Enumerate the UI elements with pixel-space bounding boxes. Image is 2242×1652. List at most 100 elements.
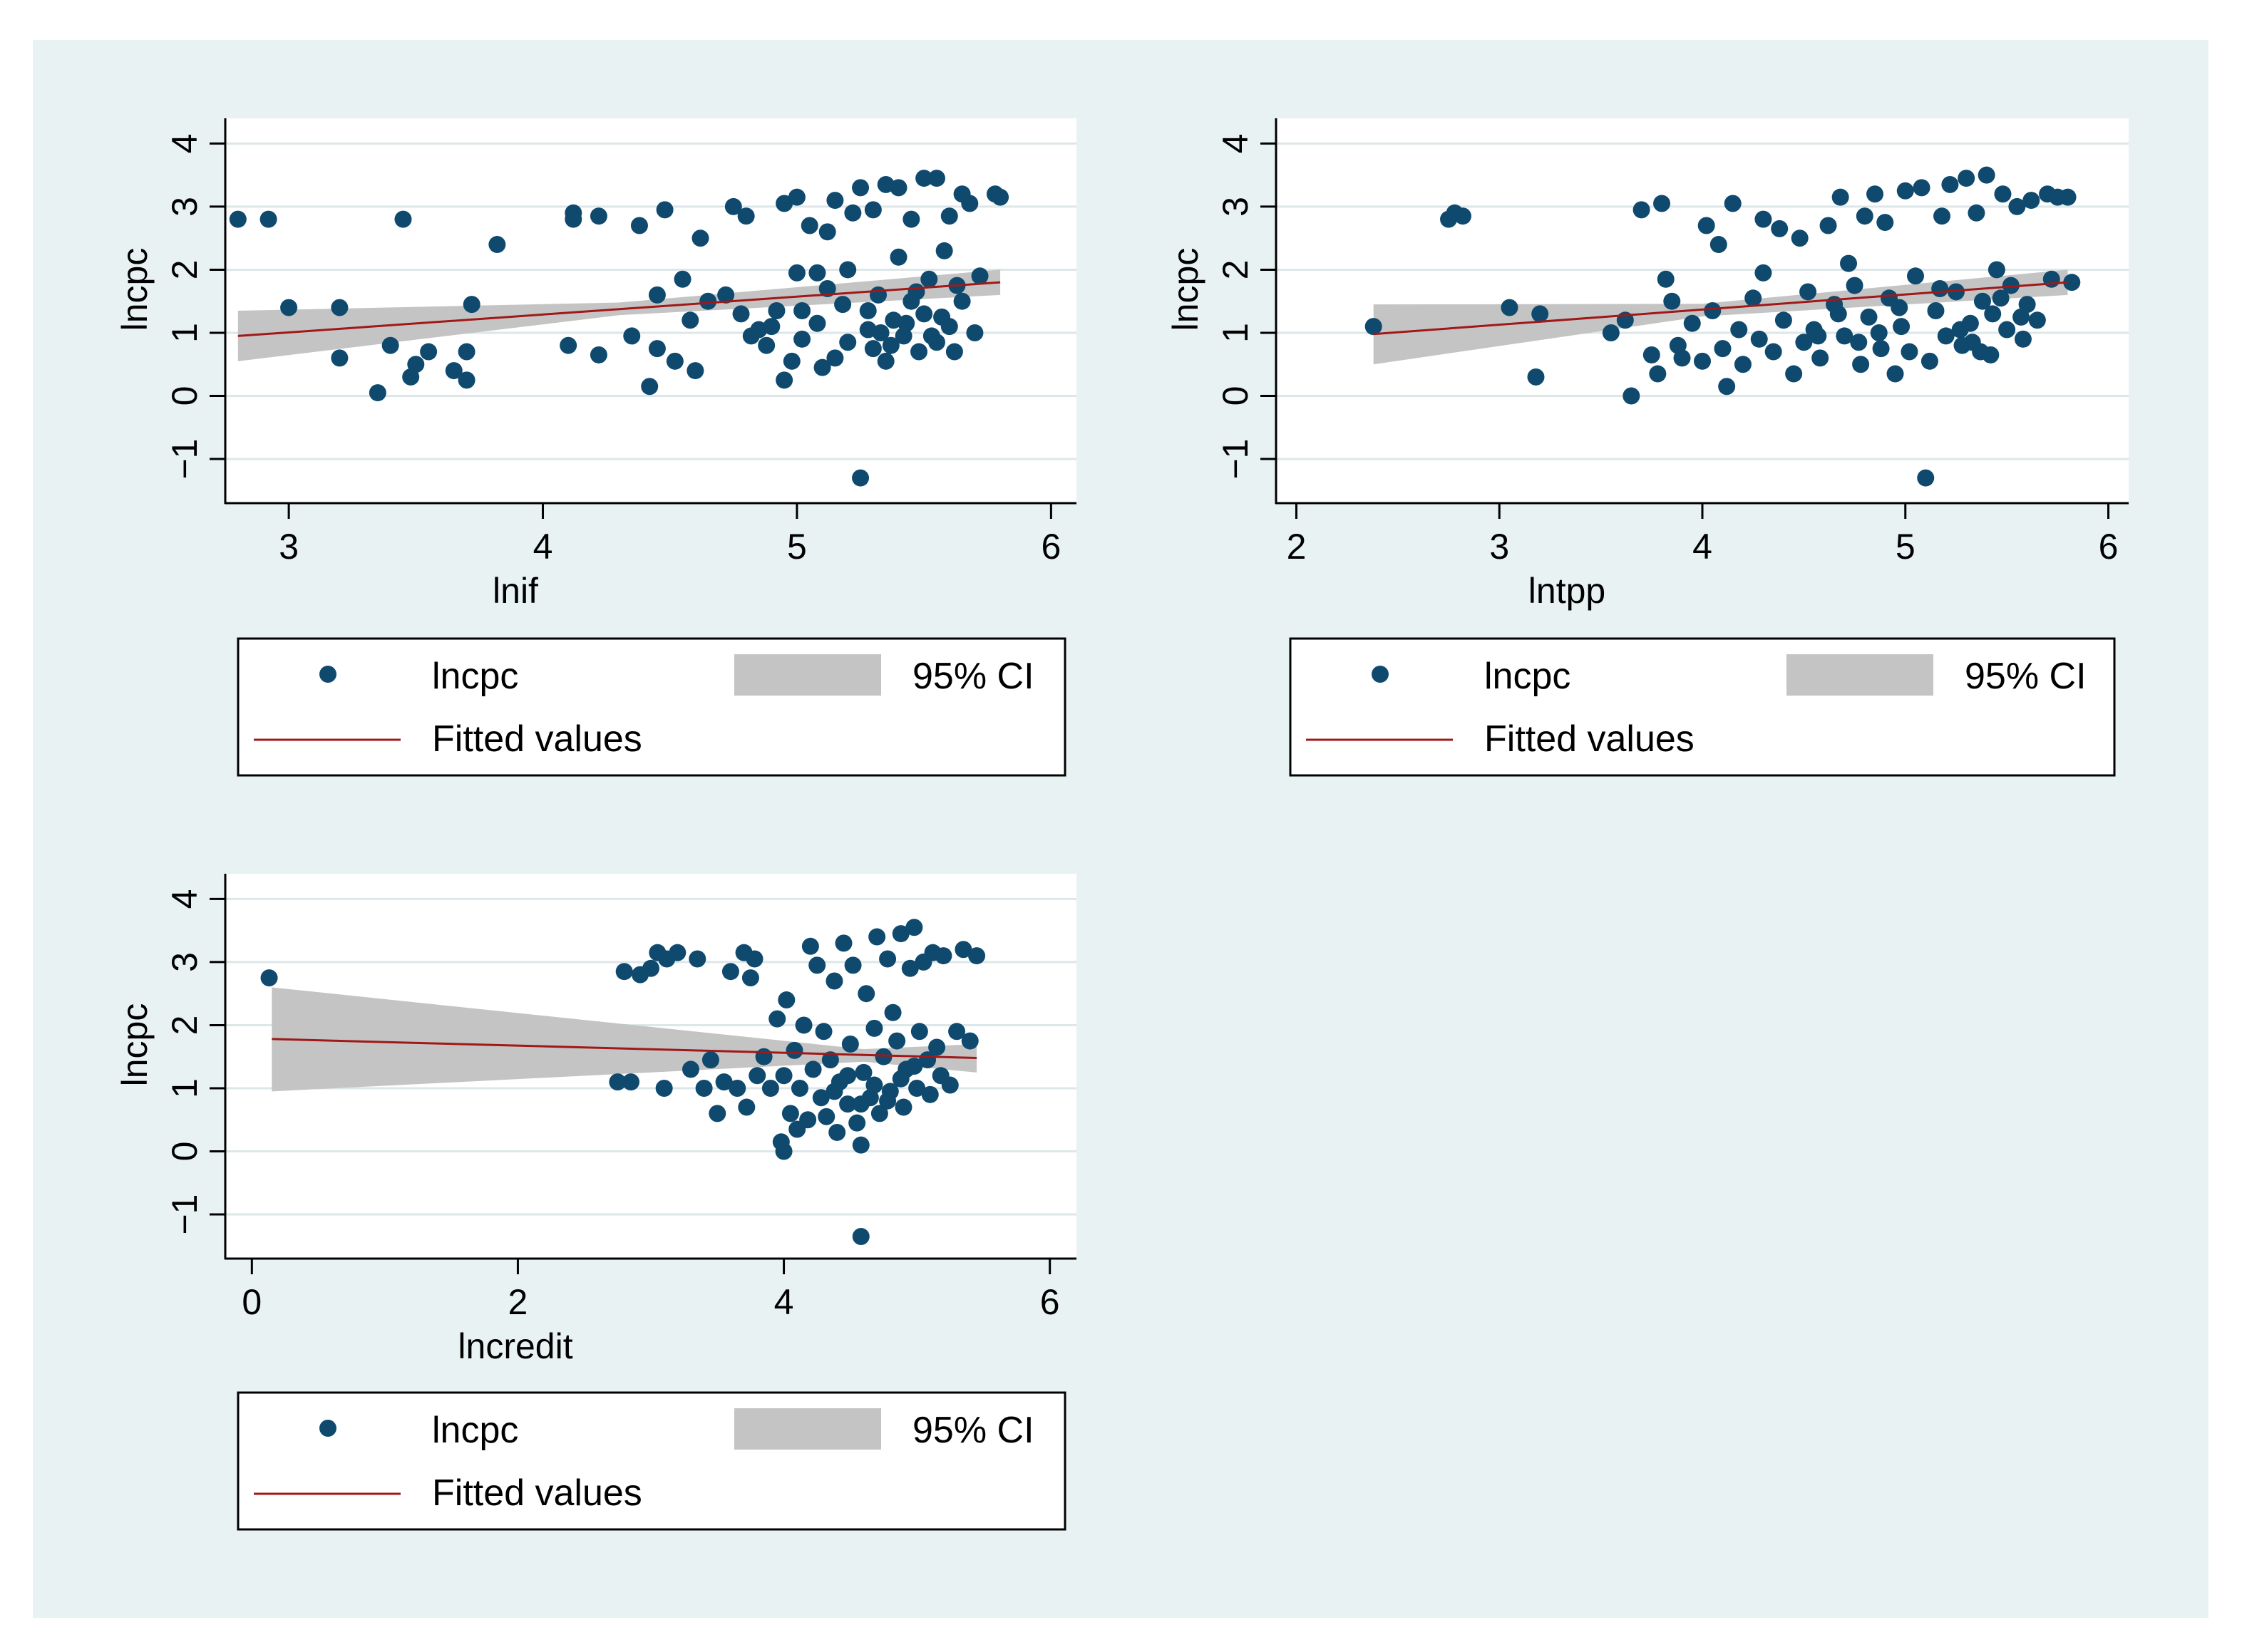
data-point	[1754, 210, 1772, 228]
data-point	[852, 179, 870, 197]
data-point	[1730, 321, 1748, 339]
data-point	[622, 1073, 640, 1091]
data-point	[890, 179, 907, 197]
data-point	[630, 217, 648, 234]
data-point	[901, 959, 919, 977]
data-point	[882, 336, 900, 354]
data-point	[1718, 378, 1736, 396]
data-point	[1968, 204, 1985, 222]
data-point	[1754, 264, 1772, 282]
data-point	[865, 1076, 883, 1094]
data-point	[2008, 197, 2026, 215]
data-point	[781, 1105, 799, 1122]
data-point	[818, 280, 836, 298]
data-point	[1785, 365, 1803, 383]
data-point	[844, 204, 862, 222]
data-point	[741, 969, 759, 987]
data-point	[941, 1076, 959, 1094]
legend-scatter-label: lncpc	[432, 656, 518, 697]
data-point	[768, 1010, 786, 1028]
data-point	[715, 1073, 733, 1091]
data-point	[648, 286, 666, 304]
legend-ci-label: 95% CI	[912, 656, 1034, 697]
data-point	[852, 1228, 870, 1246]
data-point	[834, 296, 852, 314]
data-point	[775, 1067, 793, 1085]
data-point	[1795, 334, 1813, 351]
legend: lncpc 95% CI Fitted values	[237, 1391, 1066, 1531]
data-point	[955, 941, 972, 959]
data-point	[565, 204, 582, 222]
data-point	[695, 1079, 713, 1097]
data-point	[1724, 195, 1742, 212]
data-point	[808, 956, 826, 974]
data-point	[724, 197, 742, 215]
data-point	[2014, 330, 2032, 348]
legend-ci-label: 95% CI	[912, 1410, 1034, 1451]
data-point	[786, 1041, 803, 1059]
legend-box	[237, 637, 1066, 777]
data-point	[1734, 356, 1752, 373]
data-point	[1870, 324, 1888, 341]
y-tick-label: 1	[1215, 323, 1255, 343]
data-point	[852, 1095, 870, 1113]
data-point	[776, 195, 793, 212]
y-tick-label: −1	[165, 1194, 205, 1235]
data-point	[1933, 207, 1951, 225]
data-point	[855, 1063, 873, 1081]
x-tick-label: 5	[787, 527, 807, 567]
legend: lncpc 95% CI Fitted values	[1289, 637, 2116, 777]
data-point	[826, 349, 844, 367]
data-point	[826, 972, 843, 990]
data-point	[859, 302, 877, 319]
data-point	[1819, 217, 1837, 234]
data-point	[590, 346, 607, 363]
data-point	[761, 1079, 779, 1097]
data-point	[1886, 365, 1904, 383]
data-point	[1998, 321, 2016, 339]
data-point	[1714, 340, 1732, 358]
data-point	[229, 210, 247, 228]
data-point	[369, 384, 386, 402]
data-point	[895, 1098, 912, 1116]
y-tick-label: 0	[165, 386, 205, 406]
data-point	[1602, 324, 1620, 341]
data-point	[888, 1032, 906, 1050]
data-point	[788, 264, 806, 282]
data-point	[961, 1032, 979, 1050]
data-point	[812, 1089, 830, 1107]
data-point	[1893, 318, 1911, 336]
scatter-points	[229, 170, 1009, 487]
data-point	[394, 210, 412, 228]
data-point	[1913, 179, 1930, 197]
data-point	[560, 336, 577, 354]
data-point	[826, 1083, 843, 1100]
y-tick-label: 1	[165, 323, 205, 343]
data-point	[783, 352, 801, 370]
data-point	[1866, 185, 1884, 203]
data-point	[839, 261, 857, 279]
data-point	[2059, 188, 2077, 206]
data-point	[1531, 305, 1549, 323]
data-point	[992, 188, 1009, 206]
data-point	[458, 343, 475, 361]
x-tick-label: 5	[1896, 527, 1916, 567]
legend: lncpc 95% CI Fitted values	[237, 637, 1066, 777]
data-point	[1697, 217, 1715, 234]
data-point	[1958, 170, 1975, 187]
data-point	[717, 286, 735, 304]
legend-ci-swatch	[1786, 654, 1933, 696]
data-point	[875, 1048, 893, 1065]
data-point	[623, 327, 641, 345]
data-point	[835, 934, 853, 952]
data-point	[788, 188, 806, 206]
fitted-line	[237, 281, 1001, 337]
data-point	[641, 378, 659, 396]
data-point	[905, 1058, 923, 1075]
data-point	[1988, 261, 2005, 279]
data-point	[763, 318, 781, 336]
data-point	[1972, 343, 1990, 361]
x-axis-title: lntpp	[1528, 571, 1605, 611]
legend-scatter-label: lncpc	[1484, 656, 1570, 697]
y-tick-label: 4	[1215, 134, 1255, 154]
